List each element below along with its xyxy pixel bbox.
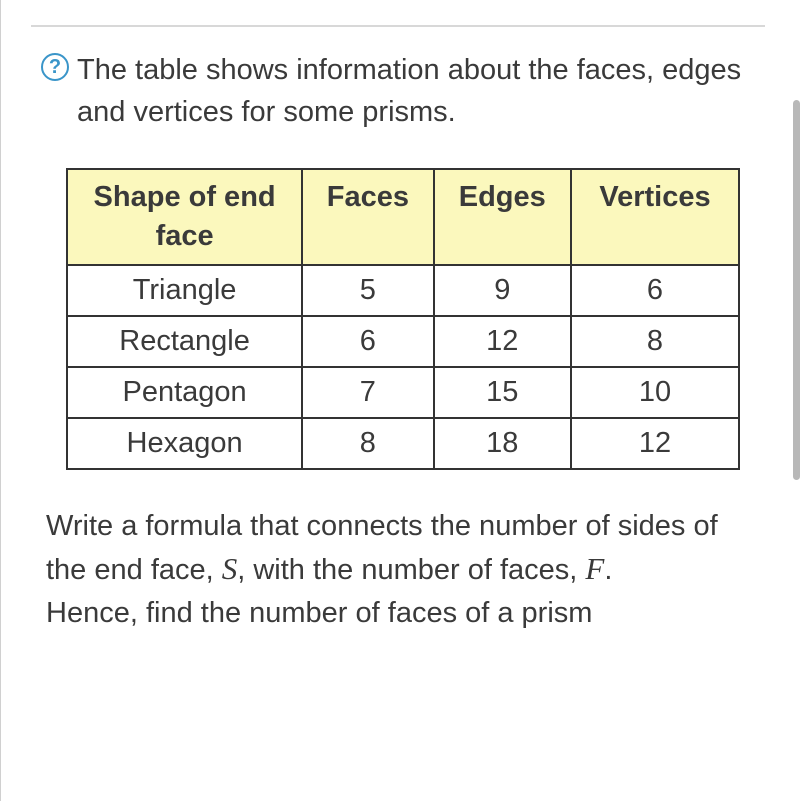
intro-text: The table shows information about the fa… bbox=[77, 49, 765, 133]
cell-shape: Hexagon bbox=[67, 418, 302, 469]
col-shape: Shape of end face bbox=[67, 169, 302, 265]
table-row: Triangle 5 9 6 bbox=[67, 265, 739, 316]
cell-shape: Pentagon bbox=[67, 367, 302, 418]
prompt-line2: Hence, find the number of faces of a pri… bbox=[46, 597, 592, 629]
cell-faces: 5 bbox=[302, 265, 433, 316]
cell-vertices: 12 bbox=[571, 418, 739, 469]
prism-table: Shape of end face Faces Edges Vertices T… bbox=[66, 168, 740, 470]
col-edges: Edges bbox=[434, 169, 571, 265]
table-header-row: Shape of end face Faces Edges Vertices bbox=[67, 169, 739, 265]
col-faces: Faces bbox=[302, 169, 433, 265]
question-header: ? The table shows information about the … bbox=[41, 49, 765, 133]
cell-faces: 8 bbox=[302, 418, 433, 469]
prompt-part3: . bbox=[604, 554, 612, 586]
question-prompt: Write a formula that connects the number… bbox=[41, 505, 765, 634]
cell-edges: 12 bbox=[434, 316, 571, 367]
col-vertices: Vertices bbox=[571, 169, 739, 265]
cell-faces: 7 bbox=[302, 367, 433, 418]
variable-f: F bbox=[585, 551, 604, 586]
vertical-scrollbar[interactable] bbox=[793, 100, 800, 480]
cell-edges: 9 bbox=[434, 265, 571, 316]
cell-faces: 6 bbox=[302, 316, 433, 367]
cell-shape: Triangle bbox=[67, 265, 302, 316]
table-row: Rectangle 6 12 8 bbox=[67, 316, 739, 367]
table-row: Hexagon 8 18 12 bbox=[67, 418, 739, 469]
cell-shape: Rectangle bbox=[67, 316, 302, 367]
table-row: Pentagon 7 15 10 bbox=[67, 367, 739, 418]
cell-vertices: 10 bbox=[571, 367, 739, 418]
cell-edges: 18 bbox=[434, 418, 571, 469]
variable-s: S bbox=[222, 551, 238, 586]
cell-vertices: 6 bbox=[571, 265, 739, 316]
cell-edges: 15 bbox=[434, 367, 571, 418]
prompt-part2: , with the number of faces, bbox=[237, 554, 585, 586]
cell-vertices: 8 bbox=[571, 316, 739, 367]
help-icon[interactable]: ? bbox=[41, 53, 69, 81]
